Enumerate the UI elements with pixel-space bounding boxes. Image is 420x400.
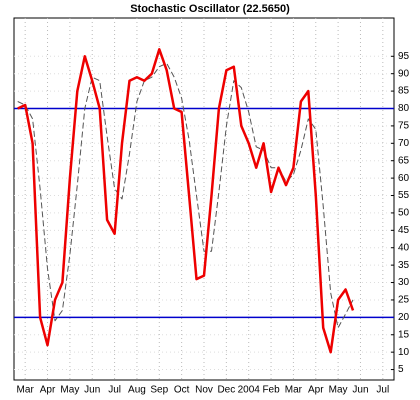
x-tick-label: May xyxy=(329,385,348,396)
x-tick-label: 2004 xyxy=(238,385,261,396)
x-tick-label: Oct xyxy=(174,385,190,396)
y-tick-label: 25 xyxy=(398,295,410,306)
y-tick-label: 90 xyxy=(398,68,410,79)
x-tick-label: Jul xyxy=(108,385,121,396)
series-line xyxy=(17,62,354,329)
y-tick-label: 75 xyxy=(398,121,410,132)
x-tick-label: Mar xyxy=(285,385,303,396)
x-tick-label: Jul xyxy=(376,385,389,396)
y-tick-label: 65 xyxy=(398,155,410,166)
y-tick-label: 10 xyxy=(398,347,410,358)
x-tick-label: Jun xyxy=(352,385,368,396)
x-tick-label: Feb xyxy=(262,385,280,396)
y-tick-label: 60 xyxy=(398,173,410,184)
x-tick-label: May xyxy=(60,385,79,396)
y-tick-label: 5 xyxy=(398,364,404,375)
y-tick-label: 80 xyxy=(398,103,410,114)
x-tick-label: Mar xyxy=(17,385,35,396)
x-tick-label: Apr xyxy=(308,385,324,396)
y-tick-label: 50 xyxy=(398,208,410,219)
x-tick-label: Jun xyxy=(84,385,100,396)
y-tick-label: 20 xyxy=(398,312,410,323)
y-tick-label: 45 xyxy=(398,225,410,236)
y-tick-label: 35 xyxy=(398,260,410,271)
y-tick-label: 30 xyxy=(398,277,410,288)
y-tick-label: 15 xyxy=(398,329,410,340)
series-line xyxy=(17,48,355,354)
x-tick-label: Sep xyxy=(150,385,168,396)
x-tick-label: Aug xyxy=(128,385,146,396)
x-tick-label: Dec xyxy=(217,385,235,396)
x-tick-label: Nov xyxy=(195,385,213,396)
chart-title: Stochastic Oscillator (22.5650) xyxy=(130,3,290,15)
y-tick-label: 95 xyxy=(398,51,410,62)
y-tick-label: 70 xyxy=(398,138,410,149)
y-tick-label: 40 xyxy=(398,242,410,253)
y-tick-label: 55 xyxy=(398,190,410,201)
x-tick-label: Apr xyxy=(40,385,56,396)
y-tick-label: 85 xyxy=(398,86,410,97)
